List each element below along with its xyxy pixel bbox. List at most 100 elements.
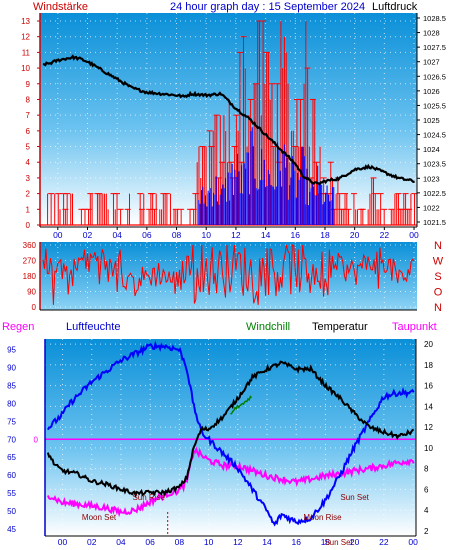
x-tick-label: 16 [291, 230, 301, 240]
pressure-tick-label: 1028 [423, 29, 440, 38]
x-tick-label: 00 [408, 537, 418, 547]
temperature-tick-label: 8 [424, 465, 429, 474]
x-tick-label: 02 [87, 537, 97, 547]
humidity-tick-label: 75 [7, 417, 16, 426]
temperature-tick-label: 6 [424, 485, 429, 494]
temperature-tick-label: 2 [424, 527, 429, 536]
humidity-tick-label: 50 [7, 507, 16, 516]
annotation-label: Sun Set [324, 538, 353, 547]
x-tick-label: 14 [261, 230, 271, 240]
x-tick-label: 00 [58, 537, 68, 547]
x-tick-label: 12 [231, 230, 241, 240]
wind-tick-label: 6 [26, 127, 31, 136]
x-tick-label: 04 [116, 537, 126, 547]
wind-tick-label: 13 [21, 17, 30, 26]
wind-axis-title: Windstärke [33, 1, 88, 13]
pressure-tick-label: 1024 [423, 145, 440, 154]
wind-tick-label: 2 [26, 190, 31, 199]
x-tick-label: 00 [53, 230, 63, 240]
x-tick-label: 10 [202, 230, 212, 240]
page-title: 24 hour graph day : 15 September 2024 [170, 1, 365, 13]
temperature-axes: 4550556065707580859095024681012141618200… [7, 339, 433, 547]
temperature-series-group [45, 340, 416, 527]
humidity-tick-label: 60 [7, 471, 16, 480]
legend-dewpoint: Taupunkt [392, 321, 437, 333]
pressure-axis-title: Luftdruck [372, 1, 418, 13]
wind-tick-label: 7 [26, 111, 31, 120]
pressure-tick-label: 1022.5 [423, 189, 446, 198]
temperature-tick-label: 20 [424, 340, 433, 349]
annotation-label: Sun Rise [132, 493, 165, 502]
wind-tick-label: 10 [21, 64, 30, 73]
wind-tick-label: 5 [26, 143, 31, 152]
x-tick-label: 06 [142, 230, 152, 240]
temperature-tick-label: 12 [424, 423, 433, 432]
rain-zero-label: 0 [34, 435, 39, 444]
x-tick-label: 16 [291, 537, 301, 547]
annotation-label: Moon Set [82, 513, 117, 522]
x-tick-label: 10 [204, 537, 214, 547]
x-tick-label: 12 [233, 537, 243, 547]
pressure-tick-label: 1023 [423, 174, 440, 183]
compass-label: N [434, 240, 442, 252]
temperature-tick-label: 16 [424, 382, 433, 391]
pressure-tick-label: 1022 [423, 203, 440, 212]
x-tick-label: 00 [409, 230, 419, 240]
wind-direction-series [42, 244, 415, 305]
dewpoint-line [46, 446, 415, 518]
x-tick-label: 22 [380, 230, 390, 240]
x-tick-label: 22 [379, 537, 389, 547]
x-tick-label: 20 [350, 537, 360, 547]
pressure-tick-label: 1024.5 [423, 131, 446, 140]
temperature-tick-label: 4 [424, 506, 429, 515]
compass-label: W [433, 256, 444, 268]
direction-tick-label: 180 [23, 272, 37, 281]
astronomy-annotations: Sun Rise Sun Set Moon Set Moon Rise Sun Set [82, 493, 370, 547]
humidity-tick-label: 70 [7, 435, 16, 444]
humidity-tick-label: 65 [7, 453, 16, 462]
temperature-tick-label: 10 [424, 444, 433, 453]
temperature-line [46, 360, 415, 499]
x-tick-label: 14 [262, 537, 272, 547]
direction-tick-label: 90 [27, 288, 36, 297]
humidity-tick-label: 55 [7, 489, 16, 498]
pressure-tick-label: 1027 [423, 58, 440, 67]
pressure-tick-label: 1021.5 [423, 218, 446, 227]
temperature-tick-label: 14 [424, 402, 433, 411]
annotation-label: Moon Rise [303, 513, 342, 522]
windchill-line [230, 395, 253, 415]
humidity-tick-label: 45 [7, 525, 16, 534]
temperature-tick-label: 18 [424, 361, 433, 370]
pressure-tick-label: 1025 [423, 116, 440, 125]
wind-tick-label: 8 [26, 95, 31, 104]
pressure-tick-label: 1025.5 [423, 101, 446, 110]
pressure-series [42, 54, 415, 186]
x-tick-label: 06 [145, 537, 155, 547]
legend-humidity: Luftfeuchte [66, 321, 120, 333]
x-tick-label: 08 [175, 537, 185, 547]
humidity-tick-label: 90 [7, 364, 16, 373]
compass-label: N [434, 302, 442, 314]
legend-windchill: Windchill [246, 321, 290, 333]
direction-tick-label: 360 [23, 241, 37, 250]
wind-tick-label: 1 [26, 205, 31, 214]
x-tick-label: 18 [320, 230, 330, 240]
pressure-tick-label: 1028.5 [423, 14, 446, 23]
wind-tick-label: 11 [22, 48, 31, 57]
wind-tick-label: 9 [26, 80, 31, 89]
humidity-tick-label: 85 [7, 382, 16, 391]
compass-label: S [434, 271, 441, 283]
x-tick-label: 20 [350, 230, 360, 240]
wind-tick-label: 3 [26, 174, 31, 183]
wind-tick-label: 4 [26, 158, 31, 167]
x-tick-label: 08 [172, 230, 182, 240]
direction-tick-label: 270 [23, 257, 37, 266]
wind-tick-label: 0 [26, 221, 31, 230]
wind-tick-label: 12 [21, 33, 30, 42]
pressure-tick-label: 1026 [423, 87, 440, 96]
humidity-tick-label: 95 [7, 346, 16, 355]
humidity-line [47, 340, 415, 527]
pressure-tick-label: 1027.5 [423, 43, 446, 52]
